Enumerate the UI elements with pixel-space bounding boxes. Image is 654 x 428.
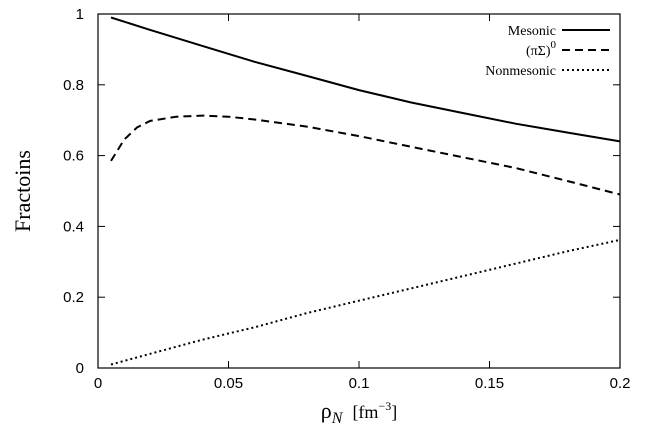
x-tick-label: 0.05 xyxy=(214,375,243,392)
axis-ticks xyxy=(97,13,621,369)
x-axis-label-unit-exponent: −3 xyxy=(378,399,391,413)
legend-label: (πΣ)0 xyxy=(526,39,557,59)
series-lines xyxy=(110,16,621,366)
legend: Mesonic(πΣ)0 Nonmesonic xyxy=(485,24,610,79)
y-tick-label: 0.8 xyxy=(63,77,84,94)
series-line-solid xyxy=(110,16,621,143)
y-axis-label: Fractoins xyxy=(10,150,35,232)
x-tick-label: 0.2 xyxy=(610,375,631,392)
x-axis-label: ρN [fm−3] xyxy=(321,398,397,427)
axis-tick-labels: 0 0.05 0.1 0.15 0.2 0 0.2 0.4 0.6 0.8 1 xyxy=(63,6,630,392)
y-tick-label: 0.4 xyxy=(63,218,84,235)
legend-label: Mesonic xyxy=(508,24,556,39)
series-line-dashed xyxy=(110,114,621,196)
x-tick-label: 0 xyxy=(94,375,102,392)
x-axis-label-unit-close: ] xyxy=(391,402,397,422)
y-tick-label: 0.2 xyxy=(63,289,84,306)
legend-label: Nonmesonic xyxy=(485,64,556,79)
x-tick-label: 0.15 xyxy=(475,375,504,392)
y-tick-label: 0 xyxy=(76,360,84,377)
series-line-dotted xyxy=(110,238,621,366)
x-tick-label: 0.1 xyxy=(349,375,370,392)
y-tick-label: 0.6 xyxy=(63,148,84,165)
y-tick-label: 1 xyxy=(76,6,84,23)
x-axis-label-symbol: ρ xyxy=(321,398,332,423)
x-axis-label-subscript: N xyxy=(331,410,344,427)
x-axis-label-unit: [fm xyxy=(352,402,378,422)
legend-label-superscript: 0 xyxy=(551,39,557,51)
